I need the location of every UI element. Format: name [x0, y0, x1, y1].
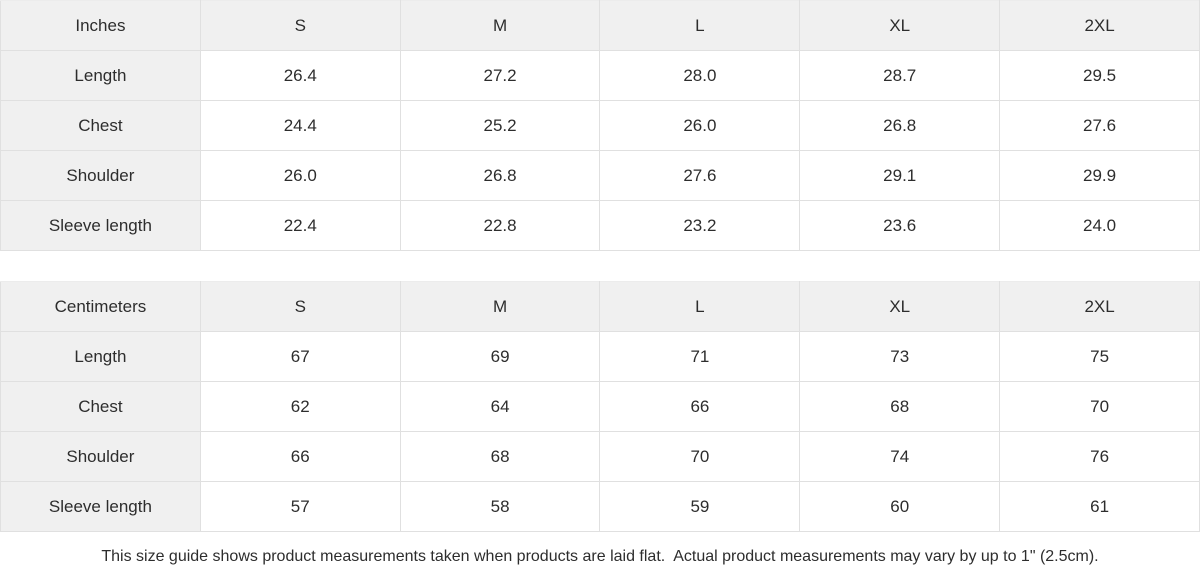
size-column-header: XL — [799, 281, 1001, 332]
measurement-value: 24.0 — [999, 200, 1200, 251]
size-guide-note: This size guide shows product measuremen… — [0, 532, 1200, 580]
unit-header: Centimeters — [0, 281, 201, 332]
measurement-label: Chest — [0, 100, 201, 151]
measurement-label: Length — [0, 50, 201, 101]
table-gap — [0, 251, 1200, 281]
measurement-value: 66 — [599, 381, 801, 432]
unit-header: Inches — [0, 0, 201, 51]
table-row: Sleeve length 57 58 59 60 61 — [0, 481, 1200, 532]
measurement-value: 26.0 — [599, 100, 801, 151]
size-column-header: L — [599, 281, 801, 332]
measurement-value: 69 — [399, 331, 601, 382]
table-row: Chest 62 64 66 68 70 — [0, 381, 1200, 432]
measurement-value: 26.8 — [399, 150, 601, 201]
measurement-value: 24.4 — [199, 100, 401, 151]
measurement-value: 61 — [999, 481, 1200, 532]
measurement-value: 28.7 — [799, 50, 1001, 101]
measurement-value: 29.1 — [799, 150, 1001, 201]
table-row: Chest 24.4 25.2 26.0 26.8 27.6 — [0, 100, 1200, 151]
measurement-value: 67 — [199, 331, 401, 382]
measurement-value: 64 — [399, 381, 601, 432]
measurement-label: Sleeve length — [0, 200, 201, 251]
size-column-header: XL — [799, 0, 1001, 51]
measurement-value: 60 — [799, 481, 1001, 532]
measurement-value: 25.2 — [399, 100, 601, 151]
table-row: Sleeve length 22.4 22.8 23.2 23.6 24.0 — [0, 200, 1200, 251]
size-column-header: M — [399, 0, 601, 51]
measurement-value: 22.4 — [199, 200, 401, 251]
size-column-header: S — [199, 281, 401, 332]
measurement-value: 29.9 — [999, 150, 1200, 201]
measurement-value: 76 — [999, 431, 1200, 482]
measurement-value: 73 — [799, 331, 1001, 382]
measurement-label: Length — [0, 331, 201, 382]
measurement-label: Chest — [0, 381, 201, 432]
measurement-value: 26.4 — [199, 50, 401, 101]
measurement-value: 57 — [199, 481, 401, 532]
measurement-value: 28.0 — [599, 50, 801, 101]
size-column-header: S — [199, 0, 401, 51]
measurement-value: 23.2 — [599, 200, 801, 251]
measurement-value: 27.6 — [599, 150, 801, 201]
measurement-value: 22.8 — [399, 200, 601, 251]
size-tables: Inches S M L XL 2XL Length 26.4 27.2 28.0 28.7 29.5… — [0, 0, 1200, 532]
measurement-value: 59 — [599, 481, 801, 532]
measurement-value: 75 — [999, 331, 1200, 382]
measurement-value: 27.2 — [399, 50, 601, 101]
measurement-value: 68 — [399, 431, 601, 482]
header-row: Inches S M L XL 2XL — [0, 0, 1200, 51]
measurement-label: Shoulder — [0, 431, 201, 482]
table-row: Length 26.4 27.2 28.0 28.7 29.5 — [0, 50, 1200, 101]
table-row: Length 67 69 71 73 75 — [0, 331, 1200, 382]
size-column-header: M — [399, 281, 601, 332]
measurement-value: 74 — [799, 431, 1001, 482]
measurement-value: 62 — [199, 381, 401, 432]
size-column-header: 2XL — [999, 281, 1200, 332]
measurement-value: 26.0 — [199, 150, 401, 201]
size-table-inches: Inches S M L XL 2XL Length 26.4 27.2 28.0 28.7 29.5… — [0, 0, 1200, 251]
measurement-value: 27.6 — [999, 100, 1200, 151]
measurement-value: 70 — [599, 431, 801, 482]
measurement-value: 23.6 — [799, 200, 1001, 251]
measurement-value: 58 — [399, 481, 601, 532]
measurement-value: 68 — [799, 381, 1001, 432]
measurement-value: 71 — [599, 331, 801, 382]
size-column-header: L — [599, 0, 801, 51]
measurement-value: 66 — [199, 431, 401, 482]
table-row: Shoulder 26.0 26.8 27.6 29.1 29.9 — [0, 150, 1200, 201]
measurement-label: Shoulder — [0, 150, 201, 201]
table-row: Shoulder 66 68 70 74 76 — [0, 431, 1200, 482]
measurement-label: Sleeve length — [0, 481, 201, 532]
measurement-value: 70 — [999, 381, 1200, 432]
size-column-header: 2XL — [999, 0, 1200, 51]
size-table-centimeters: Centimeters S M L XL 2XL Length 67 69 71 73 75 Chest… — [0, 281, 1200, 532]
measurement-value: 26.8 — [799, 100, 1001, 151]
measurement-value: 29.5 — [999, 50, 1200, 101]
header-row: Centimeters S M L XL 2XL — [0, 281, 1200, 332]
